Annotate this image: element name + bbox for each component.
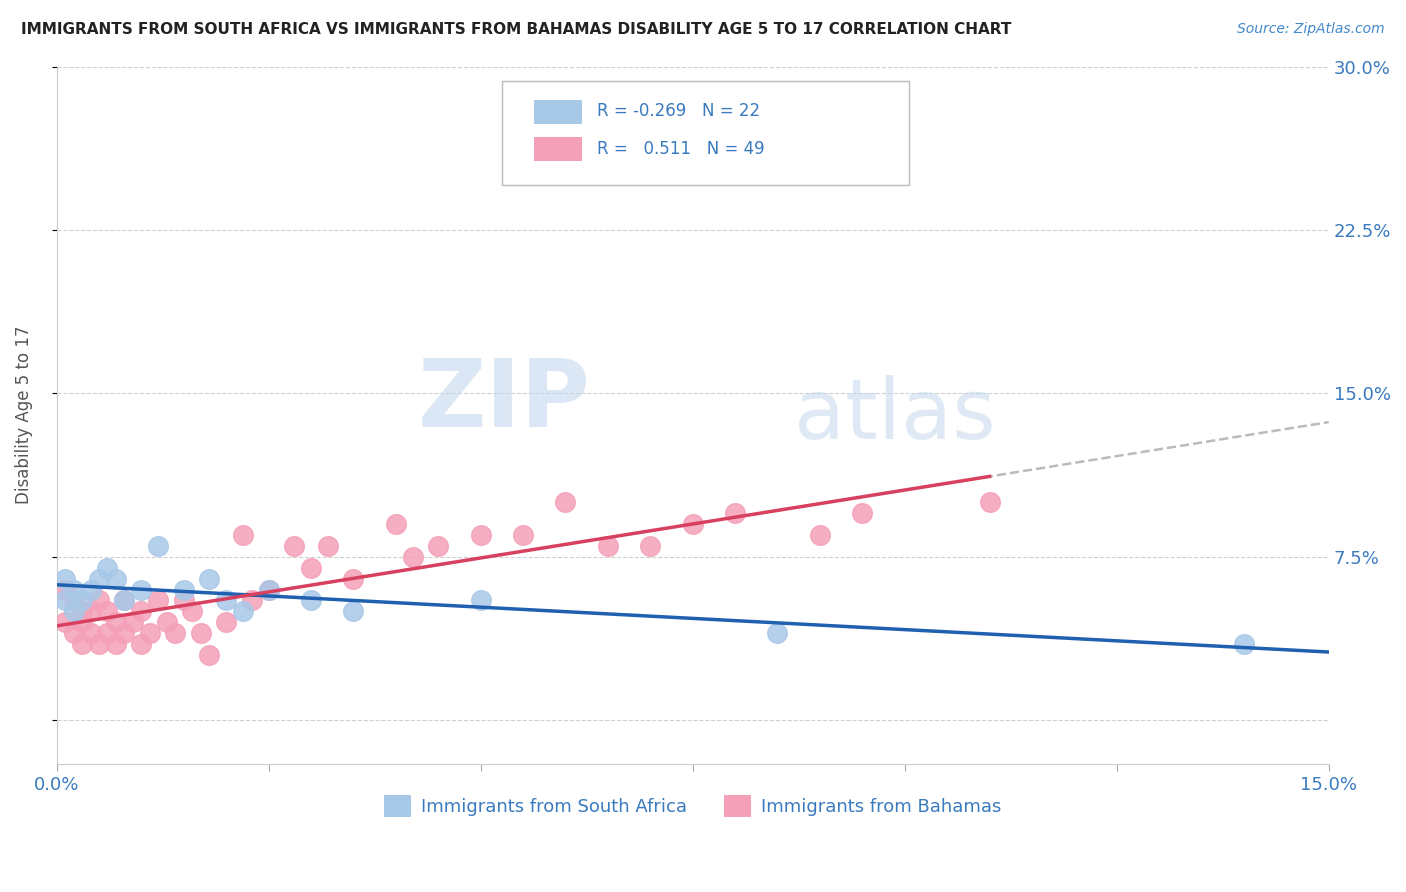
Point <box>165 626 187 640</box>
Text: R = -0.269   N = 22: R = -0.269 N = 22 <box>598 103 761 120</box>
Point <box>198 648 221 662</box>
Point <box>62 626 84 640</box>
Point <box>198 572 221 586</box>
Point <box>104 637 127 651</box>
Point <box>190 626 212 640</box>
Point <box>766 626 789 640</box>
Point <box>640 539 662 553</box>
FancyBboxPatch shape <box>502 80 908 186</box>
Point <box>79 604 101 618</box>
Point <box>70 593 93 607</box>
Point <box>70 637 93 651</box>
Text: IMMIGRANTS FROM SOUTH AFRICA VS IMMIGRANTS FROM BAHAMAS DISABILITY AGE 5 TO 17 C: IMMIGRANTS FROM SOUTH AFRICA VS IMMIGRAN… <box>21 22 1011 37</box>
Point <box>173 582 195 597</box>
Point <box>215 615 238 630</box>
Point <box>114 593 136 607</box>
Point <box>512 528 534 542</box>
Point <box>104 572 127 586</box>
Point <box>148 539 170 553</box>
Point <box>215 593 238 607</box>
Point <box>232 604 254 618</box>
Point <box>62 582 84 597</box>
Text: atlas: atlas <box>794 375 997 456</box>
Point <box>87 637 110 651</box>
Point <box>181 604 204 618</box>
Point <box>470 528 492 542</box>
Point <box>114 593 136 607</box>
Point <box>53 615 76 630</box>
Point <box>87 593 110 607</box>
Point <box>402 549 425 564</box>
Point <box>316 539 339 553</box>
Point <box>724 506 747 520</box>
Point <box>470 593 492 607</box>
Point <box>851 506 873 520</box>
Text: R =   0.511   N = 49: R = 0.511 N = 49 <box>598 140 765 158</box>
Point <box>62 604 84 618</box>
Text: Source: ZipAtlas.com: Source: ZipAtlas.com <box>1237 22 1385 37</box>
Point <box>554 495 576 509</box>
Point <box>114 626 136 640</box>
Point <box>427 539 450 553</box>
Point <box>257 582 280 597</box>
Point <box>148 593 170 607</box>
Point <box>79 626 101 640</box>
Point <box>131 582 153 597</box>
Point <box>131 637 153 651</box>
Point <box>156 615 179 630</box>
Text: ZIP: ZIP <box>418 355 591 447</box>
Point <box>53 572 76 586</box>
Point <box>79 582 101 597</box>
Point <box>87 572 110 586</box>
Point <box>596 539 619 553</box>
Legend: Immigrants from South Africa, Immigrants from Bahamas: Immigrants from South Africa, Immigrants… <box>377 788 1010 824</box>
Point <box>62 593 84 607</box>
Point <box>342 572 364 586</box>
Point <box>70 615 93 630</box>
Point <box>808 528 831 542</box>
Point <box>232 528 254 542</box>
Point <box>342 604 364 618</box>
Point <box>299 560 322 574</box>
Point <box>257 582 280 597</box>
Point <box>70 604 93 618</box>
Bar <box>534 100 582 124</box>
Point <box>283 539 305 553</box>
Point <box>1233 637 1256 651</box>
Point <box>173 593 195 607</box>
Point <box>139 626 162 640</box>
Point <box>53 593 76 607</box>
Point <box>240 593 263 607</box>
Point <box>122 615 145 630</box>
Point <box>96 626 118 640</box>
Point <box>53 582 76 597</box>
Y-axis label: Disability Age 5 to 17: Disability Age 5 to 17 <box>15 326 32 505</box>
Point <box>299 593 322 607</box>
Point <box>96 560 118 574</box>
Point <box>104 615 127 630</box>
Point <box>96 604 118 618</box>
Bar <box>534 137 582 161</box>
Point <box>979 495 1001 509</box>
Point <box>385 517 408 532</box>
Point <box>682 517 704 532</box>
Point <box>131 604 153 618</box>
